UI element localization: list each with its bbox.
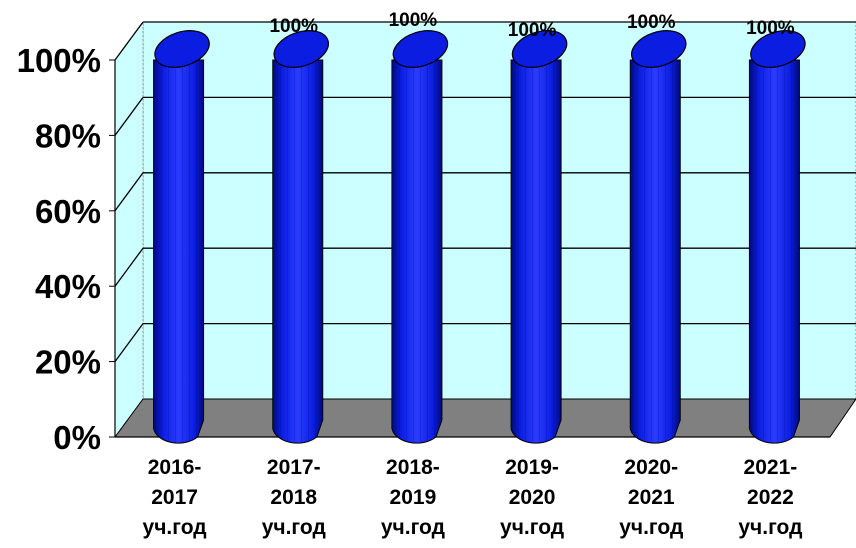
bar	[510, 30, 568, 444]
x-category-line: 2016-	[148, 456, 202, 479]
y-tick-label: 20%	[35, 344, 101, 381]
bar-shading	[511, 60, 562, 444]
floor	[114, 398, 856, 438]
gridlines	[114, 21, 856, 362]
x-category-line: 2022	[747, 486, 794, 509]
x-category-line: 2017	[151, 486, 198, 509]
x-category-line: 2019	[390, 486, 437, 509]
y-tick-label: 40%	[35, 268, 101, 305]
x-category-line: 2017-	[267, 456, 321, 479]
x-category-label: 2018- 2019 уч.год	[381, 456, 445, 539]
side-wall	[114, 20, 144, 439]
y-tick-label: 80%	[35, 117, 101, 154]
bar-top	[631, 30, 687, 68]
plot-area	[114, 20, 856, 439]
x-category-line: 2018-	[386, 456, 440, 479]
x-category-line: уч.год	[143, 516, 207, 539]
data-label: 100%	[389, 10, 438, 31]
x-category-line: 2019-	[505, 456, 559, 479]
x-category-label: 2021- 2022 уч.год	[738, 456, 802, 539]
x-category-label: 2020- 2021 уч.год	[619, 456, 683, 539]
gridline-side	[114, 21, 144, 61]
gridline-side	[114, 172, 144, 212]
bar-top	[392, 30, 449, 68]
data-label: 100%	[746, 18, 795, 39]
x-category-label: 2019- 2020 уч.год	[500, 456, 564, 539]
x-category-line: 2020	[509, 486, 556, 509]
x-category-label: 2016- 2017 уч.год	[143, 456, 207, 539]
x-category-line: уч.год	[619, 516, 683, 539]
bar	[748, 30, 806, 444]
x-category-label: 2017- 2018 уч.год	[262, 456, 326, 539]
x-category-line: уч.год	[738, 516, 802, 539]
bar-shading	[630, 60, 681, 444]
gridline-side	[114, 323, 144, 362]
x-category-line: 2021-	[744, 456, 798, 479]
data-labels: 100% 100% 100% 100% 100%	[269, 10, 794, 41]
bar-shading	[272, 60, 323, 444]
x-axis-categories: 2016- 2017 уч.год 2017- 2018 уч.год 2018- 2019 у…	[143, 456, 803, 539]
bar-top	[511, 30, 568, 68]
bar-shading	[391, 60, 442, 444]
gridline-side	[114, 247, 144, 287]
bar	[391, 30, 449, 444]
y-axis-ticks: 0% 20% 40% 60% 80% 100%	[17, 42, 101, 456]
data-label: 100%	[269, 16, 318, 37]
y-tick-label: 100%	[17, 42, 101, 79]
data-label: 100%	[508, 20, 557, 41]
bar-shading	[153, 60, 204, 444]
gridline-side	[114, 97, 144, 136]
x-category-line: уч.год	[381, 516, 445, 539]
bar-top	[750, 30, 806, 68]
x-category-line: 2020-	[624, 456, 678, 479]
bar	[272, 30, 329, 444]
x-category-line: 2021	[628, 486, 675, 509]
bar-top	[273, 30, 329, 68]
bar-top	[154, 30, 210, 68]
x-category-line: уч.год	[262, 516, 326, 539]
back-wall	[142, 21, 856, 400]
bar	[153, 30, 210, 444]
y-tick-label: 0%	[53, 419, 101, 456]
bars	[153, 30, 806, 444]
x-category-line: уч.год	[500, 516, 564, 539]
y-tick-label: 60%	[35, 193, 101, 230]
x-category-line: 2018	[270, 486, 317, 509]
bar	[629, 30, 687, 444]
bar-shading	[749, 60, 800, 444]
data-label: 100%	[627, 12, 676, 33]
axes	[109, 59, 830, 438]
